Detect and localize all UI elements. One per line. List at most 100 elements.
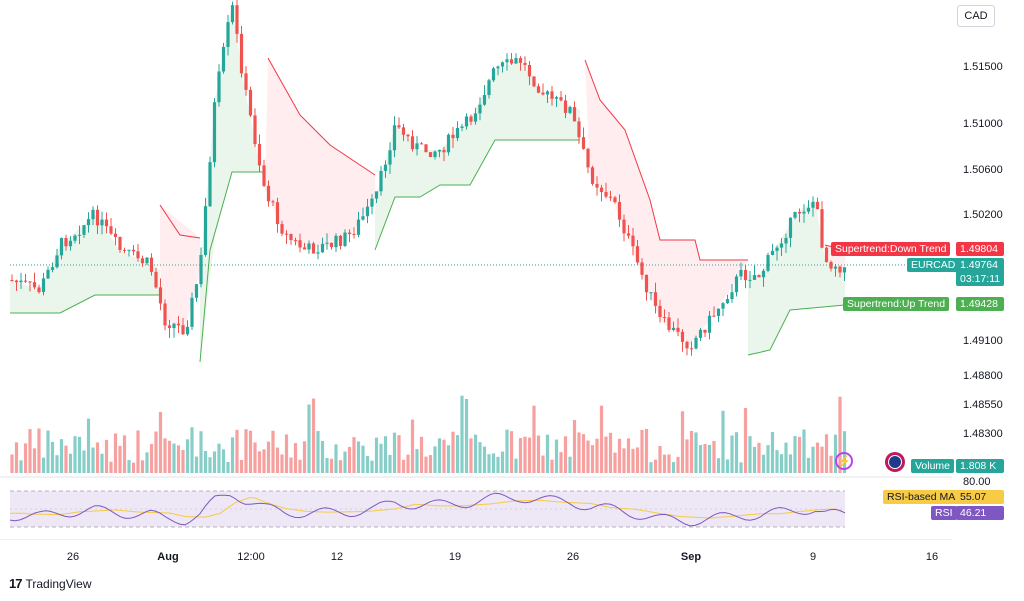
volume-bar	[437, 438, 442, 473]
volume-bar	[469, 438, 473, 473]
flag-inner-icon	[888, 455, 902, 469]
volume-bar	[698, 445, 703, 473]
rsi-ma-label: RSI-based MA	[883, 490, 960, 504]
price-tick: 1.51500	[963, 61, 1003, 73]
rsi-ma-value: 55.07	[956, 490, 1004, 504]
volume-bar	[419, 436, 424, 473]
volume-bar	[667, 454, 671, 473]
supertrend-up-line	[10, 294, 160, 314]
volume-bar	[779, 454, 784, 473]
volume-bar	[590, 445, 595, 473]
candle-body	[658, 305, 662, 318]
candle-body	[482, 95, 487, 105]
candle-body	[239, 33, 244, 74]
candle-body	[415, 143, 419, 150]
candle-body	[163, 303, 167, 326]
last-price-tag: 1.49764 03:17:11	[956, 258, 1004, 286]
volume-bar	[491, 453, 496, 473]
candle-body	[793, 211, 797, 218]
volume-bar	[239, 459, 244, 473]
volume-bar	[388, 454, 392, 473]
volume-bar	[599, 405, 604, 473]
volume-bar	[127, 459, 131, 473]
volume-bar	[208, 457, 212, 473]
volume-bar	[325, 457, 329, 473]
volume-bar	[568, 456, 572, 473]
candle-body	[446, 134, 451, 153]
volume-bar	[77, 436, 82, 473]
candle-body	[347, 232, 352, 235]
tradingview-logo[interactable]: 17 TradingView	[9, 576, 92, 591]
candle-body	[653, 292, 658, 306]
candle-body	[739, 269, 743, 277]
chart-area[interactable]	[0, 0, 952, 540]
candle-body	[374, 191, 379, 199]
time-tick: 19	[448, 551, 462, 563]
volume-bar	[455, 435, 460, 473]
volume-bar	[761, 454, 766, 473]
candle-body	[154, 271, 158, 288]
volume-bar	[212, 451, 217, 473]
price-tick: 1.48550	[963, 399, 1003, 411]
volume-bar	[316, 431, 320, 473]
volume-bar	[487, 454, 491, 473]
volume-bar	[775, 450, 779, 473]
supertrend-up-line	[374, 139, 580, 251]
candle-body	[41, 278, 46, 293]
candle-body	[253, 115, 257, 145]
volume-bar	[401, 459, 406, 473]
candle-body	[806, 207, 811, 212]
volume-bar	[23, 443, 28, 473]
price-tick: 1.50200	[963, 209, 1003, 221]
candle-body	[572, 107, 577, 122]
volume-bar	[28, 429, 32, 473]
candle-body	[671, 327, 676, 330]
volume-bar	[833, 434, 838, 473]
volume-bar	[365, 455, 370, 473]
candle-body	[302, 247, 307, 250]
candle-body	[559, 97, 563, 101]
volume-bar	[86, 418, 91, 473]
candle-body	[356, 219, 361, 235]
time-tick: 16	[925, 551, 939, 563]
volume-bar	[770, 431, 775, 473]
volume-bar	[311, 398, 316, 473]
candle-body	[145, 257, 149, 264]
candle-body	[748, 279, 752, 281]
candle-body	[455, 127, 460, 139]
rsi-ma-line	[10, 496, 846, 519]
volume-bar	[500, 451, 505, 473]
volume-bar	[55, 455, 59, 473]
candle-body	[833, 266, 838, 269]
flash-icon[interactable]: ⚡	[835, 452, 853, 470]
candle-body	[505, 59, 509, 63]
volume-bar	[820, 446, 824, 473]
volume-bar	[19, 460, 23, 473]
candle-body	[334, 235, 338, 248]
volume-bar	[347, 446, 352, 473]
price-tick: 1.51000	[963, 118, 1003, 130]
candle-body	[320, 243, 325, 253]
candle-body	[127, 249, 131, 251]
volume-bar	[338, 460, 343, 473]
volume-bar	[446, 445, 451, 473]
candle-body	[631, 235, 635, 247]
candle-body	[604, 192, 608, 197]
volume-bar	[640, 429, 644, 473]
candle-body	[491, 68, 496, 81]
volume-bar	[374, 437, 379, 473]
currency-button[interactable]: CAD	[957, 5, 995, 27]
volume-bar	[680, 411, 685, 473]
volume-bar	[334, 444, 338, 473]
volume-bar	[320, 440, 325, 473]
candle-body	[311, 243, 316, 254]
volume-bar	[118, 445, 122, 473]
candle-body	[761, 270, 766, 278]
symbol-label: EURCAD	[907, 258, 960, 272]
volume-bar	[329, 458, 334, 473]
flag-icon[interactable]	[885, 452, 905, 472]
volume-bar	[518, 438, 523, 473]
candle-body	[23, 280, 28, 282]
volume-bar	[32, 448, 37, 473]
candle-body	[199, 254, 203, 285]
